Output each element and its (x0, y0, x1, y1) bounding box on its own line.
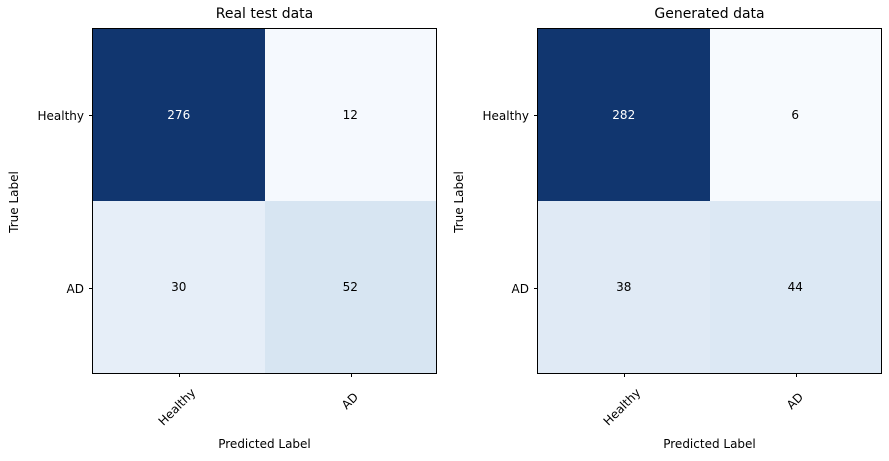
cell-value: 6 (791, 108, 800, 122)
heatmap-grid: 276 12 30 52 (93, 29, 436, 373)
x-tick-mark (796, 373, 797, 377)
y-tick-label: AD (66, 281, 84, 296)
heatmap-cell: 44 (709, 201, 881, 373)
confusion-matrix-generated: Generated data 282 6 38 44 Healthy AD He… (452, 6, 882, 451)
heatmap-cell: 276 (93, 29, 265, 201)
y-tick-mark (534, 115, 538, 116)
plot-title: Real test data (215, 6, 314, 22)
cell-value: 38 (616, 280, 632, 294)
heatmap-cell: 6 (709, 29, 881, 201)
cell-value: 276 (167, 108, 191, 122)
cell-value: 44 (787, 280, 803, 294)
x-tick-label: AD (783, 389, 807, 413)
y-tick-mark (89, 288, 93, 289)
x-tick-label: Healthy (600, 385, 644, 429)
cell-value: 30 (171, 280, 187, 294)
cell-value: 52 (342, 280, 358, 294)
heatmap-cell: 282 (538, 29, 710, 201)
x-axis-label: Predicted Label (218, 437, 311, 451)
y-axis-label: True Label (452, 171, 466, 233)
x-tick-label: AD (338, 389, 362, 413)
cell-value: 282 (612, 108, 636, 122)
y-tick-mark (534, 288, 538, 289)
y-tick-mark (89, 115, 93, 116)
heatmap-cell: 12 (264, 29, 436, 201)
y-tick-label: Healthy (482, 108, 529, 123)
heatmap-grid: 282 6 38 44 (538, 29, 881, 373)
x-tick-mark (179, 373, 180, 377)
confusion-matrix-real: Real test data 276 12 30 52 Healthy AD H… (7, 6, 437, 451)
x-tick-mark (351, 373, 352, 377)
heatmap-cell: 38 (538, 201, 710, 373)
y-tick-label: Healthy (37, 108, 84, 123)
y-axis-label: True Label (7, 171, 21, 233)
x-tick-label: Healthy (155, 385, 199, 429)
x-axis-label: Predicted Label (663, 437, 756, 451)
heatmap-cell: 30 (93, 201, 265, 373)
y-tick-label: AD (511, 281, 529, 296)
x-tick-mark (624, 373, 625, 377)
heatmap-cell: 52 (264, 201, 436, 373)
cell-value: 12 (342, 108, 358, 122)
plot-title: Generated data (654, 6, 765, 22)
